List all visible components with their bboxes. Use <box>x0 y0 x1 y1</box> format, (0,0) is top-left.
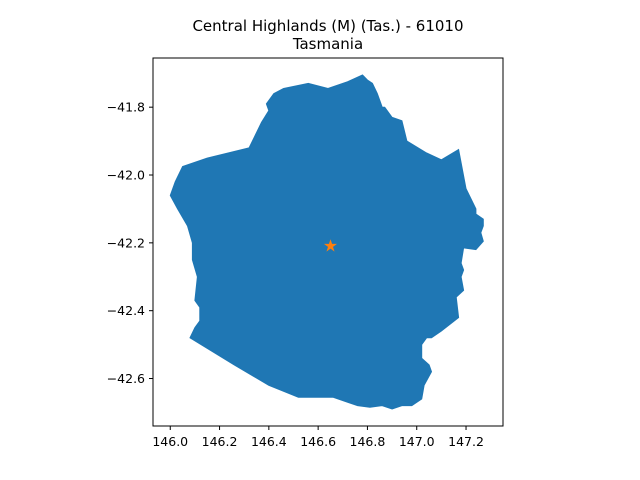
y-tick-label: −42.4 <box>107 303 145 318</box>
x-tick-label: 147.2 <box>448 434 484 449</box>
x-tick-label: 146.8 <box>350 434 386 449</box>
x-tick-label: 146.6 <box>300 434 336 449</box>
y-tick-label: −42.6 <box>107 371 145 386</box>
location-star-marker: ★ <box>323 237 338 257</box>
y-tick-label: −42.2 <box>107 235 145 250</box>
x-tick-label: 146.4 <box>251 434 287 449</box>
map-title-line2: Tasmania <box>292 35 363 53</box>
y-tick-label: −41.8 <box>107 100 145 115</box>
map-title-line1: Central Highlands (M) (Tas.) - 61010 <box>192 17 463 35</box>
y-axis: −41.8 −42.0 −42.2 −42.4 −42.6 <box>107 100 153 386</box>
x-tick-label: 146.2 <box>202 434 238 449</box>
axes-frame <box>152 57 504 427</box>
y-tick-label: −42.0 <box>107 168 145 183</box>
x-tick-label: 146.0 <box>152 434 188 449</box>
region-boundary <box>169 74 484 410</box>
plot-area: ★ <box>169 74 484 410</box>
x-tick-label: 147.0 <box>399 434 435 449</box>
x-axis: 146.0 146.2 146.4 146.6 146.8 147.0 147.2 <box>152 426 484 449</box>
